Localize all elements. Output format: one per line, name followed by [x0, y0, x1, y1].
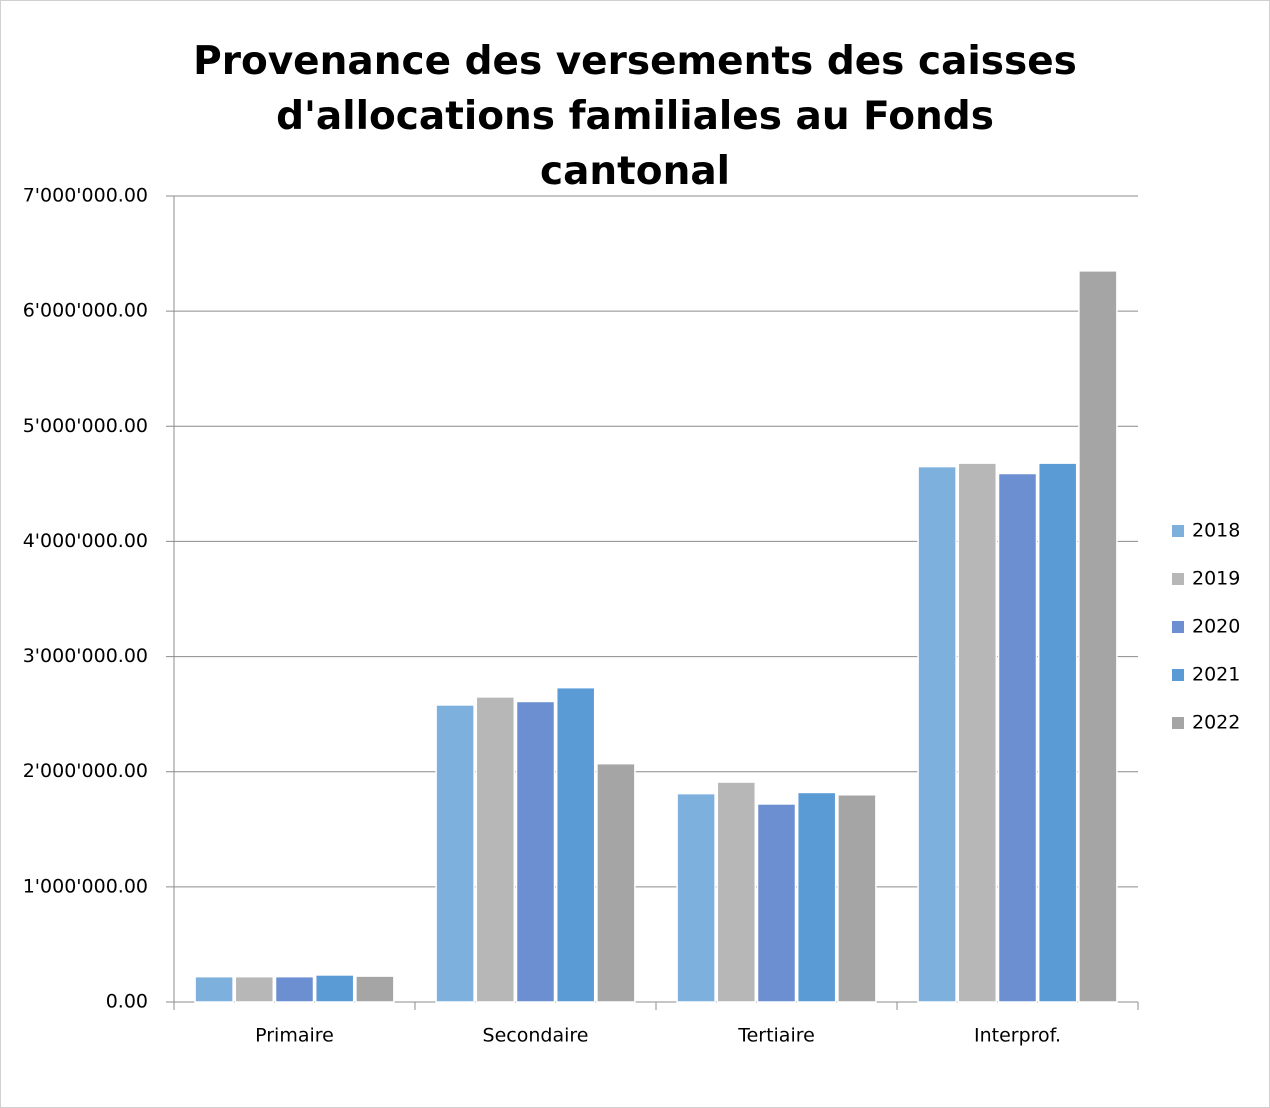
- bar: [957, 462, 998, 1003]
- bar: [234, 975, 275, 1003]
- legend-label: 2019: [1192, 568, 1240, 590]
- bar: [435, 704, 475, 1003]
- bar: [796, 791, 837, 1003]
- bar: [756, 803, 797, 1003]
- y-tick-label: 3'000'000.00: [23, 645, 148, 667]
- y-tick-label: 6'000'000.00: [23, 300, 148, 322]
- y-tick-label: 0.00: [106, 991, 148, 1013]
- y-tick-label: 1'000'000.00: [23, 875, 148, 897]
- legend-label: 2021: [1192, 664, 1240, 686]
- legend-swatch: [1172, 621, 1184, 633]
- bar: [475, 696, 516, 1003]
- legend-label: 2020: [1192, 616, 1240, 638]
- legend-swatch: [1172, 573, 1184, 585]
- x-tick-label: Interprof.: [974, 1025, 1061, 1047]
- y-tick-label: 7'000'000.00: [23, 185, 148, 207]
- bar: [1078, 270, 1118, 1003]
- bar: [997, 472, 1038, 1003]
- y-tick-label: 5'000'000.00: [23, 415, 148, 437]
- bar: [596, 762, 636, 1003]
- y-tick-label: 2'000'000.00: [23, 760, 148, 782]
- chart-title: Provenance des versements des caisses d'…: [193, 39, 1077, 194]
- legend-swatch: [1172, 717, 1184, 729]
- bar: [716, 781, 757, 1003]
- bar: [917, 465, 957, 1003]
- x-tick-label: Tertiaire: [737, 1025, 815, 1047]
- legend-label: 2022: [1192, 712, 1240, 734]
- bar: [555, 686, 596, 1003]
- legend-label: 2018: [1192, 520, 1240, 542]
- bar: [515, 700, 556, 1003]
- bar: [837, 793, 877, 1003]
- bar: [355, 975, 395, 1003]
- legend-swatch: [1172, 525, 1184, 537]
- legend-swatch: [1172, 669, 1184, 681]
- bar: [194, 975, 234, 1003]
- x-tick-label: Secondaire: [483, 1025, 589, 1047]
- bar: [274, 975, 315, 1003]
- y-tick-label: 4'000'000.00: [23, 530, 148, 552]
- bar: [676, 792, 716, 1003]
- x-tick-label: Primaire: [255, 1025, 334, 1047]
- bar: [1037, 462, 1078, 1003]
- bar: [314, 974, 355, 1003]
